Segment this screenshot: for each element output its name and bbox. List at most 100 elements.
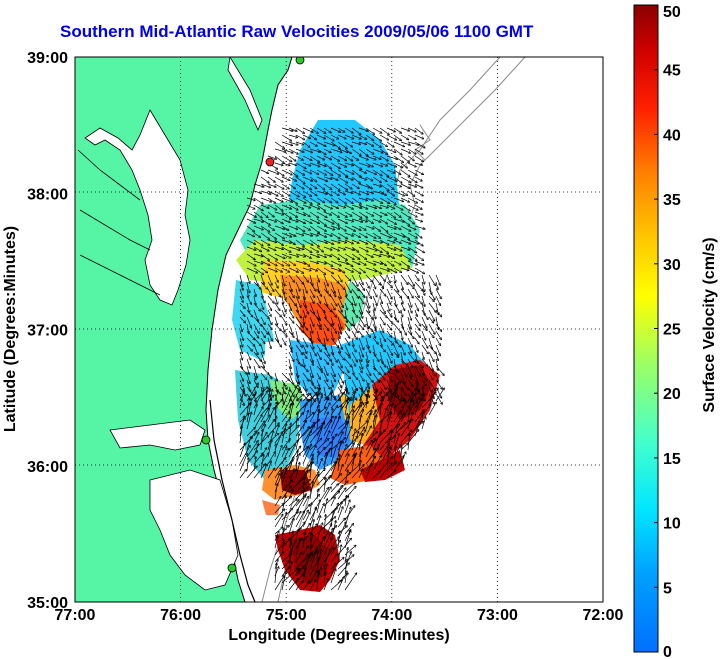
velocity-vector [386, 211, 396, 218]
delaware-bay [227, 57, 263, 132]
velocity-vector [386, 246, 396, 250]
velocity-vector [309, 253, 319, 257]
velocity-vector [302, 225, 311, 230]
velocity-vector [372, 302, 375, 311]
velocity-vector [428, 358, 433, 371]
velocity-vector [260, 323, 268, 335]
velocity-vector [330, 197, 338, 203]
velocity-vector [260, 176, 269, 183]
velocity-vector [386, 225, 396, 229]
velocity-vector [281, 225, 289, 231]
velocity-vector [330, 211, 340, 217]
velocity-vector [274, 281, 278, 288]
velocity-vector [281, 253, 291, 258]
velocity-vector [288, 211, 298, 217]
velocity-vector [400, 148, 411, 153]
velocity-vector [386, 204, 395, 209]
velocity-vector [365, 155, 376, 160]
velocity-vector [344, 274, 351, 281]
velocity-vector [274, 316, 278, 325]
velocity-vector [407, 190, 415, 197]
velocity-vector [393, 218, 405, 222]
velocity-vector [358, 253, 367, 260]
velocity-vector [302, 134, 311, 139]
velocity-vector [344, 141, 353, 147]
velocity-vector [281, 134, 292, 141]
velocity-vector [358, 351, 362, 362]
velocity-vector [309, 155, 320, 163]
velocity-vector [316, 295, 321, 303]
velocity-vector [267, 211, 274, 217]
velocity-vector [393, 162, 403, 168]
velocity-vector [358, 197, 368, 201]
velocity-vector [274, 288, 281, 297]
velocity-vector [253, 295, 256, 305]
velocity-vector [316, 127, 326, 134]
velocity-vector [288, 351, 294, 362]
velocity-vector [351, 295, 356, 306]
velocity-vector [330, 316, 334, 325]
velocity-vector [358, 281, 365, 291]
velocity-vector [323, 162, 332, 169]
velocity-vector [365, 162, 374, 167]
velocity-vector [358, 134, 367, 139]
velocity-vector [274, 183, 284, 189]
velocity-vector [309, 365, 313, 378]
velocity-vector [414, 155, 424, 162]
velocity-vector [302, 176, 313, 181]
colorbar-tick-label: 35 [663, 192, 681, 209]
velocity-vector [386, 274, 390, 283]
velocity-vector [379, 323, 384, 333]
velocity-vector [337, 239, 347, 243]
velocity-vector [302, 302, 309, 314]
velocity-vector [288, 253, 299, 257]
velocity-vector [309, 330, 313, 344]
velocity-vector [351, 141, 361, 144]
velocity-vector [309, 295, 314, 303]
velocity-vector [316, 148, 326, 155]
velocity-vector [267, 330, 272, 341]
velocity-vector [400, 218, 410, 226]
velocity-vector [323, 169, 333, 175]
velocity-vector [379, 330, 386, 342]
velocity-vector [260, 232, 270, 240]
velocity-vector [246, 246, 256, 250]
velocity-vector [393, 183, 402, 187]
velocity-vector [372, 337, 378, 344]
velocity-vector [407, 197, 418, 203]
velocity-vector [323, 330, 328, 341]
velocity-vector [414, 176, 422, 181]
velocity-vector [260, 204, 269, 208]
velocity-vector [428, 344, 436, 354]
velocity-vector [295, 337, 302, 347]
velocity-vector [253, 232, 261, 238]
velocity-vector [386, 155, 398, 159]
velocity-vector [309, 225, 320, 233]
velocity-vector [316, 358, 322, 370]
y-axis-label: Latitude (Degrees:Minutes) [2, 226, 19, 432]
velocity-vector [358, 204, 368, 209]
velocity-vector [407, 232, 417, 238]
velocity-vector [435, 323, 442, 332]
velocity-vector [316, 253, 327, 257]
velocity-vector [288, 337, 292, 350]
velocity-vector [253, 281, 261, 289]
velocity-vector [309, 197, 320, 205]
velocity-vector [274, 190, 284, 196]
velocity-vector [239, 330, 244, 341]
velocity-vector [365, 218, 374, 224]
velocity-vector [288, 344, 292, 352]
velocity-vector [309, 204, 320, 209]
velocity-vector [295, 141, 304, 145]
velocity-vector [386, 176, 397, 181]
velocity-vector [407, 134, 416, 140]
velocity-vector [302, 365, 308, 372]
velocity-vector [337, 358, 342, 368]
y-tick-label: 37:00 [27, 323, 68, 340]
velocity-vector [344, 127, 353, 133]
velocity-vector [407, 204, 418, 210]
velocity-vector [400, 183, 410, 189]
velocity-vector [400, 274, 408, 285]
velocity-vector [393, 204, 403, 210]
velocity-vector [372, 274, 381, 285]
